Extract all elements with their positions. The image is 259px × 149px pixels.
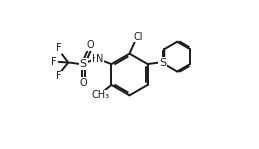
Text: S: S — [159, 58, 166, 68]
Text: O: O — [79, 78, 87, 88]
Text: F: F — [56, 43, 62, 53]
Text: Cl: Cl — [134, 31, 143, 42]
Text: H: H — [92, 54, 99, 64]
Text: O: O — [86, 40, 94, 51]
Text: N: N — [96, 54, 103, 64]
Text: F: F — [56, 71, 62, 82]
Text: F: F — [51, 57, 56, 67]
Text: CH₃: CH₃ — [91, 90, 109, 100]
Text: S: S — [80, 59, 87, 69]
